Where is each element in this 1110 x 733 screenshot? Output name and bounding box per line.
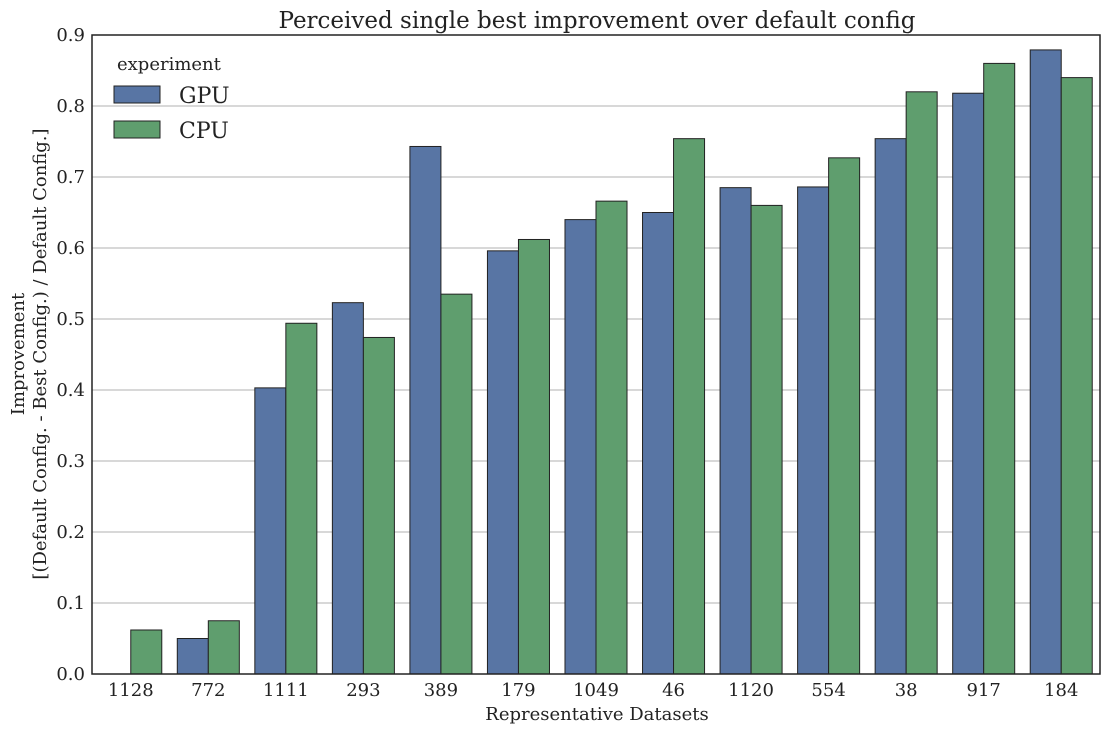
x-tick-label: 917 bbox=[967, 680, 1001, 701]
bar-gpu-293 bbox=[331, 302, 364, 675]
bar-gpu-389 bbox=[409, 145, 442, 675]
x-axis-label: Representative Datasets bbox=[485, 704, 708, 725]
y-tick-labels: 0.0 0.1 0.2 0.3 0.4 0.5 0.6 0.7 0.8 0.9 bbox=[56, 25, 85, 685]
y-axis-label-line1: Improvement bbox=[8, 292, 29, 415]
bar-cpu-772 bbox=[207, 620, 240, 675]
x-tick-label: 46 bbox=[662, 680, 685, 701]
x-tick-label: 1120 bbox=[728, 680, 774, 701]
bar-cpu-389 bbox=[440, 293, 473, 675]
x-tick-label: 1111 bbox=[263, 680, 309, 701]
x-tick-label: 772 bbox=[191, 680, 225, 701]
y-axis-label-group: Improvement [(Default Config. - Best Con… bbox=[8, 128, 51, 579]
y-tick-label: 0.6 bbox=[56, 238, 85, 259]
bar-gpu-184 bbox=[1029, 49, 1062, 675]
plot-frame bbox=[91, 34, 1101, 675]
x-tick-label: 38 bbox=[895, 680, 918, 701]
y-axis-label-line2: [(Default Config. - Best Config.) / Defa… bbox=[30, 128, 51, 579]
bar-gpu-46 bbox=[642, 212, 675, 675]
bar-cpu-1111 bbox=[285, 322, 318, 675]
bar-gpu-1111 bbox=[254, 387, 287, 675]
x-tick-label: 389 bbox=[424, 680, 458, 701]
x-tick-label: 1128 bbox=[108, 680, 154, 701]
x-tick-label: 293 bbox=[346, 680, 380, 701]
legend-swatch-gpu bbox=[113, 85, 161, 104]
bar-cpu-179 bbox=[517, 238, 550, 675]
y-tick-label: 0.0 bbox=[56, 664, 85, 685]
y-tick-label: 0.5 bbox=[56, 309, 85, 330]
bar-cpu-184 bbox=[1060, 77, 1093, 675]
x-tick-label: 554 bbox=[811, 680, 845, 701]
x-tick-label: 179 bbox=[501, 680, 535, 701]
x-tick-label: 184 bbox=[1044, 680, 1078, 701]
y-tick-label: 0.3 bbox=[56, 451, 85, 472]
bars-group bbox=[130, 49, 1093, 675]
bar-cpu-1128 bbox=[130, 629, 163, 675]
y-tick-label: 0.2 bbox=[56, 522, 85, 543]
bar-cpu-1049 bbox=[595, 200, 628, 675]
legend-swatch-cpu bbox=[113, 120, 161, 139]
y-tick-label: 0.8 bbox=[56, 96, 85, 117]
bar-gpu-1049 bbox=[564, 219, 597, 675]
bar-gpu-179 bbox=[486, 250, 519, 675]
y-tick-label: 0.1 bbox=[56, 593, 85, 614]
y-tick-label: 0.9 bbox=[56, 25, 85, 46]
bar-gpu-917 bbox=[952, 92, 985, 675]
bar-cpu-1120 bbox=[750, 204, 783, 675]
bar-gpu-772 bbox=[176, 638, 209, 675]
legend-label-gpu: GPU bbox=[179, 84, 230, 109]
legend: experiment GPU CPU bbox=[113, 54, 230, 144]
x-tick-label: 1049 bbox=[573, 680, 619, 701]
y-tick-label: 0.7 bbox=[56, 167, 85, 188]
bar-cpu-46 bbox=[673, 138, 706, 675]
bar-cpu-554 bbox=[828, 157, 861, 675]
y-tick-label: 0.4 bbox=[56, 380, 85, 401]
legend-title: experiment bbox=[117, 54, 222, 75]
bar-gpu-554 bbox=[797, 186, 830, 675]
legend-label-cpu: CPU bbox=[179, 119, 229, 144]
bar-cpu-917 bbox=[983, 62, 1016, 675]
bar-gpu-1120 bbox=[719, 187, 752, 675]
bar-gpu-38 bbox=[874, 138, 907, 675]
bar-cpu-38 bbox=[905, 91, 938, 675]
bar-cpu-293 bbox=[362, 336, 395, 675]
chart-title: Perceived single best improvement over d… bbox=[279, 8, 916, 34]
x-tick-labels: 1128 772 1111 293 389 179 1049 46 1120 554 38 917 18… bbox=[108, 680, 1079, 701]
